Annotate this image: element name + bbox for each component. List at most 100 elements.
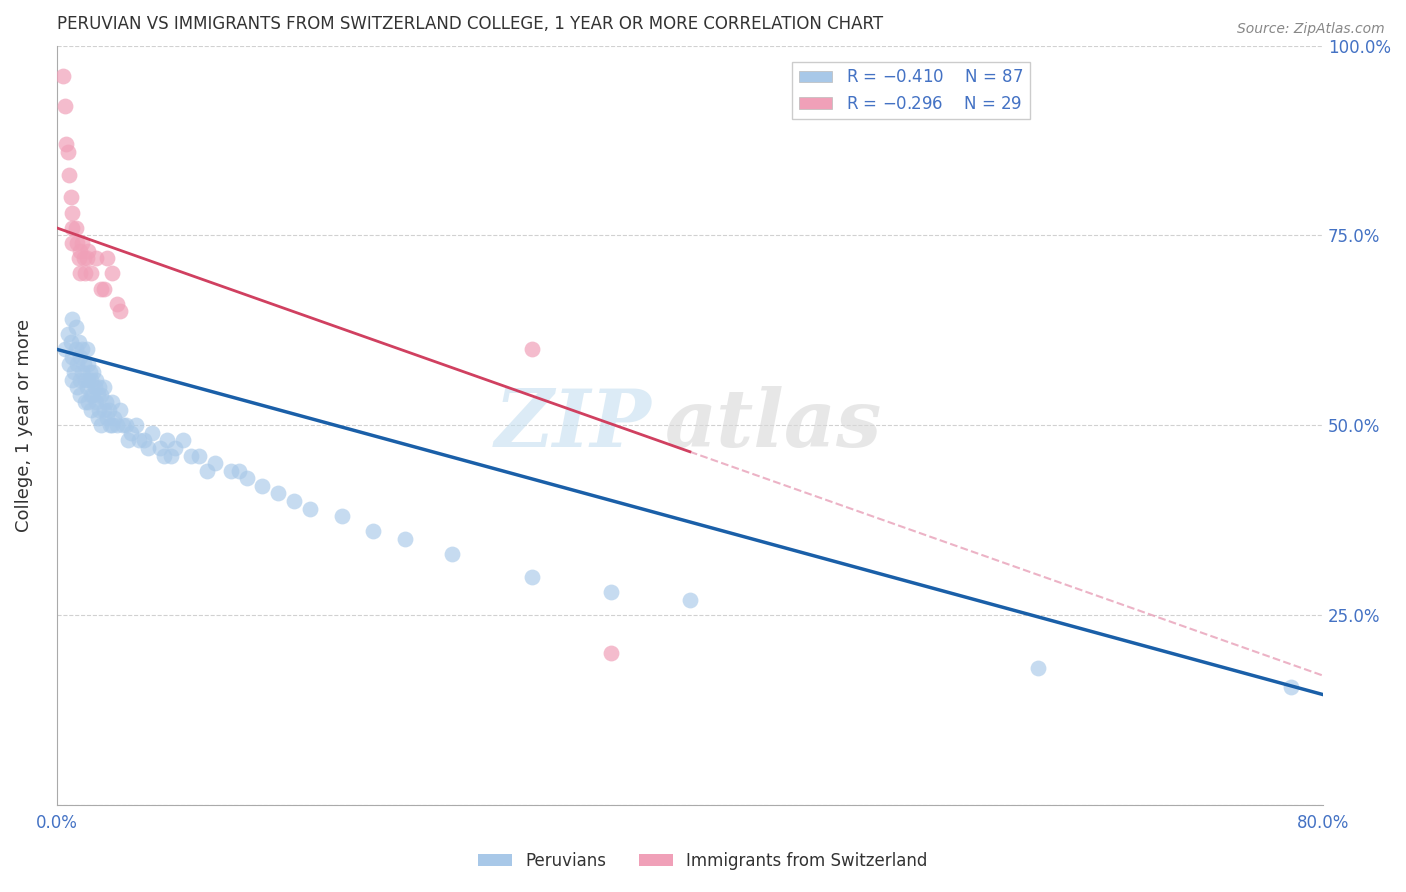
Point: [141, 425, 163, 440]
Point: [101, 395, 124, 409]
Point: [599, 585, 621, 599]
Point: [90, 418, 112, 433]
Point: [89, 380, 111, 394]
Point: [72, 358, 94, 372]
Point: [84, 395, 107, 409]
Point: [90, 388, 112, 402]
Point: [62, 235, 84, 250]
Point: [165, 441, 187, 455]
Point: [80, 266, 103, 280]
Point: [219, 464, 242, 478]
Point: [72, 251, 94, 265]
Point: [77, 373, 100, 387]
Point: [76, 380, 98, 394]
Point: [89, 403, 111, 417]
Point: [94, 395, 117, 409]
Point: [90, 281, 112, 295]
Point: [112, 418, 135, 433]
Point: [361, 524, 384, 539]
Point: [93, 403, 115, 417]
Point: [56, 145, 79, 159]
Point: [84, 251, 107, 265]
Point: [96, 251, 118, 265]
Point: [96, 410, 118, 425]
Point: [105, 297, 128, 311]
Point: [62, 350, 84, 364]
Point: [76, 343, 98, 357]
Point: [70, 343, 93, 357]
Point: [87, 388, 110, 402]
Point: [599, 646, 621, 660]
Point: [82, 365, 104, 379]
Point: [69, 388, 91, 402]
Point: [53, 99, 76, 113]
Point: [235, 471, 257, 485]
Point: [62, 373, 84, 387]
Point: [59, 190, 82, 204]
Point: [298, 501, 321, 516]
Point: [75, 373, 97, 387]
Point: [66, 235, 89, 250]
Point: [156, 434, 179, 448]
Point: [93, 281, 115, 295]
Point: [101, 418, 124, 433]
Point: [441, 547, 464, 561]
Point: [180, 449, 202, 463]
Point: [125, 418, 148, 433]
Point: [153, 449, 176, 463]
Point: [66, 380, 89, 394]
Point: [132, 434, 155, 448]
Point: [77, 244, 100, 258]
Point: [69, 244, 91, 258]
Text: Source: ZipAtlas.com: Source: ZipAtlas.com: [1237, 22, 1385, 37]
Point: [58, 358, 80, 372]
Point: [75, 266, 97, 280]
Point: [148, 441, 170, 455]
Point: [69, 373, 91, 387]
Point: [115, 418, 138, 433]
Point: [105, 418, 128, 433]
Point: [75, 395, 97, 409]
Point: [83, 380, 105, 394]
Point: [252, 479, 274, 493]
Point: [80, 403, 103, 417]
Point: [267, 486, 290, 500]
Point: [108, 304, 131, 318]
Point: [93, 380, 115, 394]
Point: [520, 570, 543, 584]
Legend: Peruvians, Immigrants from Switzerland: Peruvians, Immigrants from Switzerland: [472, 846, 934, 877]
Y-axis label: College, 1 year or more: College, 1 year or more: [15, 318, 32, 532]
Point: [67, 251, 90, 265]
Point: [283, 494, 305, 508]
Point: [62, 220, 84, 235]
Point: [70, 235, 93, 250]
Point: [55, 137, 77, 152]
Text: atlas: atlas: [665, 386, 882, 464]
Point: [56, 327, 79, 342]
Point: [101, 266, 124, 280]
Point: [76, 251, 98, 265]
Point: [69, 350, 91, 364]
Point: [79, 365, 101, 379]
Point: [80, 388, 103, 402]
Point: [80, 373, 103, 387]
Point: [128, 434, 150, 448]
Point: [97, 403, 120, 417]
Point: [100, 418, 122, 433]
Point: [188, 449, 211, 463]
Point: [159, 449, 181, 463]
Point: [58, 168, 80, 182]
Point: [62, 312, 84, 326]
Point: [228, 464, 250, 478]
Point: [195, 464, 218, 478]
Point: [65, 319, 87, 334]
Point: [1026, 661, 1049, 675]
Point: [62, 205, 84, 219]
Point: [1281, 680, 1303, 694]
Point: [69, 266, 91, 280]
Point: [59, 334, 82, 349]
Point: [120, 425, 142, 440]
Point: [520, 343, 543, 357]
Point: [103, 410, 125, 425]
Point: [204, 456, 226, 470]
